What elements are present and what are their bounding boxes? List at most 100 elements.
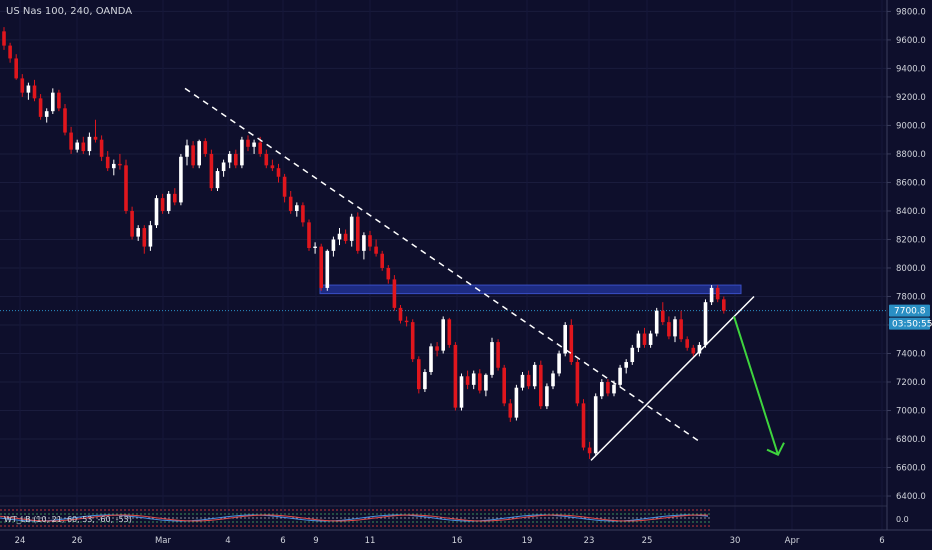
candle: [654, 307, 659, 337]
candle-body: [26, 85, 31, 93]
candle: [252, 139, 256, 154]
price-tick-label: 7000.0: [896, 407, 926, 417]
ascending-trendline[interactable]: [590, 295, 755, 461]
candle: [142, 225, 147, 254]
candle-body: [337, 233, 342, 240]
candle-body: [478, 373, 482, 391]
candle: [51, 88, 55, 115]
candle: [618, 364, 622, 388]
candle-body: [545, 386, 549, 407]
candle-body: [709, 287, 714, 303]
candle: [319, 243, 323, 291]
candle: [173, 188, 177, 206]
candle-body: [209, 153, 214, 189]
candle-body: [362, 235, 366, 251]
candle-body: [606, 381, 610, 394]
candle: [557, 350, 561, 377]
candle-body: [557, 353, 561, 374]
candle-body: [465, 376, 470, 385]
candle-body: [569, 324, 574, 363]
candle: [362, 232, 366, 260]
candle-body: [270, 165, 275, 169]
candle: [581, 399, 586, 451]
time-axis[interactable]: 24 26 Mar 4 6 9 11 16 19 23 25 30 Apr 6: [15, 536, 885, 546]
price-tick-label: 7400.0: [896, 349, 926, 359]
candle-body: [386, 267, 391, 280]
candle: [288, 190, 293, 214]
candle-body: [356, 216, 360, 251]
candle-body: [307, 222, 311, 249]
candle: [484, 373, 488, 397]
candle: [661, 302, 665, 325]
candle: [136, 225, 140, 241]
candle: [69, 126, 73, 154]
candle: [87, 132, 92, 156]
candle: [282, 173, 287, 203]
candle-body: [203, 141, 208, 154]
candle-body: [173, 193, 177, 203]
candle: [295, 202, 299, 217]
time-tick-label: Mar: [155, 536, 172, 546]
candle: [526, 370, 531, 390]
candle: [404, 316, 409, 327]
candle: [606, 379, 610, 397]
candle: [478, 369, 482, 394]
candle-body: [105, 156, 110, 169]
descending-trendline[interactable]: [184, 87, 701, 443]
candle-body: [148, 225, 153, 247]
resistance-zone[interactable]: [319, 284, 742, 295]
candle: [203, 138, 208, 157]
price-axis[interactable]: 9800.0 9600.0 9400.0 9200.0 9000.0 8800.0 8600…: [887, 7, 926, 502]
candle-body: [392, 279, 397, 308]
candle: [697, 342, 702, 357]
candle-body: [69, 132, 73, 150]
candle-body: [234, 153, 238, 166]
candle: [392, 275, 397, 311]
candle-body: [502, 367, 506, 404]
candle-body: [319, 246, 323, 288]
candle: [246, 135, 250, 152]
candle-body: [301, 205, 305, 223]
projection-arrow[interactable]: [733, 316, 785, 456]
candle-body: [325, 250, 330, 288]
time-tick-label: Apr: [785, 536, 800, 546]
wt-lb-indicator-lines: [0, 509, 712, 527]
candle-body: [142, 228, 147, 247]
candle: [166, 190, 171, 214]
candle-body: [215, 171, 220, 189]
price-tick-label: 8600.0: [896, 178, 926, 188]
candle: [429, 343, 433, 375]
candle: [93, 119, 98, 143]
candle-body: [246, 139, 250, 147]
candle-body: [44, 111, 49, 117]
candle: [398, 305, 403, 324]
candle: [569, 319, 574, 365]
candle-body: [124, 165, 128, 211]
candle-body: [624, 362, 628, 368]
candle: [81, 136, 86, 154]
candle: [593, 393, 598, 457]
candle: [264, 149, 269, 169]
candle-body: [118, 163, 122, 166]
candle: [423, 369, 427, 392]
candle-body: [51, 92, 55, 112]
candle-body: [276, 168, 281, 177]
candle-body: [398, 307, 403, 321]
candle-body: [32, 85, 37, 99]
candle-body: [429, 346, 433, 373]
candle-body: [331, 239, 336, 251]
candle-body: [136, 228, 140, 237]
candle-body: [227, 153, 232, 163]
time-tick-label: 30: [730, 536, 741, 546]
candle: [685, 336, 689, 351]
candle: [435, 342, 439, 357]
candle-body: [600, 381, 604, 397]
candle: [26, 82, 31, 100]
candle-body: [563, 324, 567, 354]
candle: [112, 159, 116, 176]
candle-body: [618, 367, 622, 385]
candle: [563, 322, 567, 357]
candle: [490, 337, 494, 378]
projection-arrow-head: [766, 442, 785, 456]
